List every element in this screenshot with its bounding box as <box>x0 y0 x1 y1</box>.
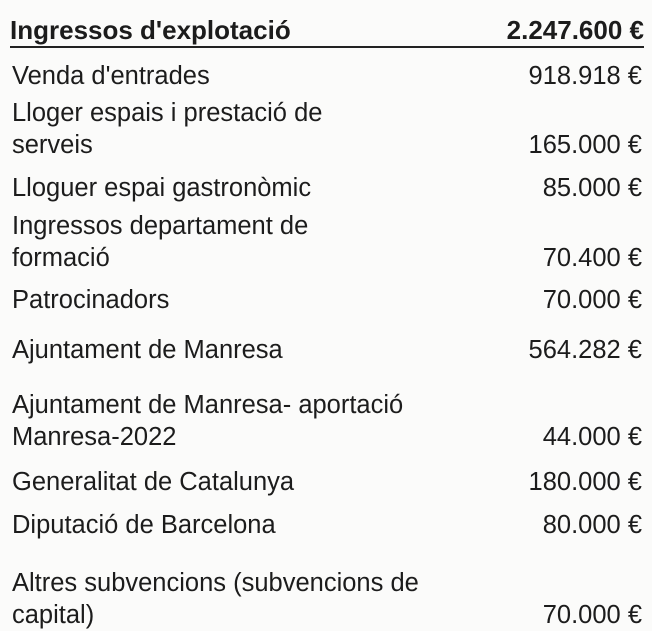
row-label: Altres subvencions (subvencions de capit… <box>12 569 419 629</box>
row-value: 165.000 € <box>528 131 642 159</box>
table-row: Altres subvencions (subvencions de capit… <box>12 567 642 631</box>
table-row: Ajuntament de Manresa 564.282 € <box>12 334 642 366</box>
row-value: 80.000 € <box>542 511 642 539</box>
row-value: 70.000 € <box>542 286 642 314</box>
row-label: Venda d'entrades <box>12 62 210 90</box>
row-value: 70.000 € <box>542 601 642 629</box>
row-value: 44.000 € <box>542 423 642 451</box>
table-row: Diputació de Barcelona 80.000 € <box>12 509 642 541</box>
row-value: 564.282 € <box>528 336 642 364</box>
table-row: Patrocinadors 70.000 € <box>12 284 642 316</box>
header-title: Ingressos d'explotació <box>10 15 291 45</box>
row-label: Ajuntament de Manresa- aportació Manresa… <box>12 391 404 451</box>
table-row: Lloger espais i prestació de serveis 165.… <box>12 97 642 161</box>
table-row: Ingressos departament de formació 70.400 … <box>12 210 642 274</box>
row-value: 180.000 € <box>528 468 642 496</box>
table-row: Ajuntament de Manresa- aportació Manresa… <box>12 389 642 453</box>
row-value: 918.918 € <box>528 62 642 90</box>
table-row: Venda d'entrades 918.918 € <box>12 60 642 92</box>
row-label: Ingressos departament de formació <box>12 212 309 272</box>
row-value: 70.400 € <box>542 244 642 272</box>
row-value: 85.000 € <box>542 174 642 202</box>
row-label: Diputació de Barcelona <box>12 511 276 539</box>
row-label: Lloger espais i prestació de serveis <box>12 99 323 159</box>
row-label: Lloguer espai gastronòmic <box>12 174 312 202</box>
table-row: Lloguer espai gastronòmic 85.000 € <box>12 172 642 204</box>
header-total: 2.247.600 € <box>506 15 644 45</box>
row-label: Patrocinadors <box>12 286 170 314</box>
header: Ingressos d'explotació 2.247.600 € <box>10 10 644 48</box>
table-row: Generalitat de Catalunya 180.000 € <box>12 466 642 498</box>
row-label: Ajuntament de Manresa <box>12 336 283 364</box>
row-label: Generalitat de Catalunya <box>12 468 295 496</box>
